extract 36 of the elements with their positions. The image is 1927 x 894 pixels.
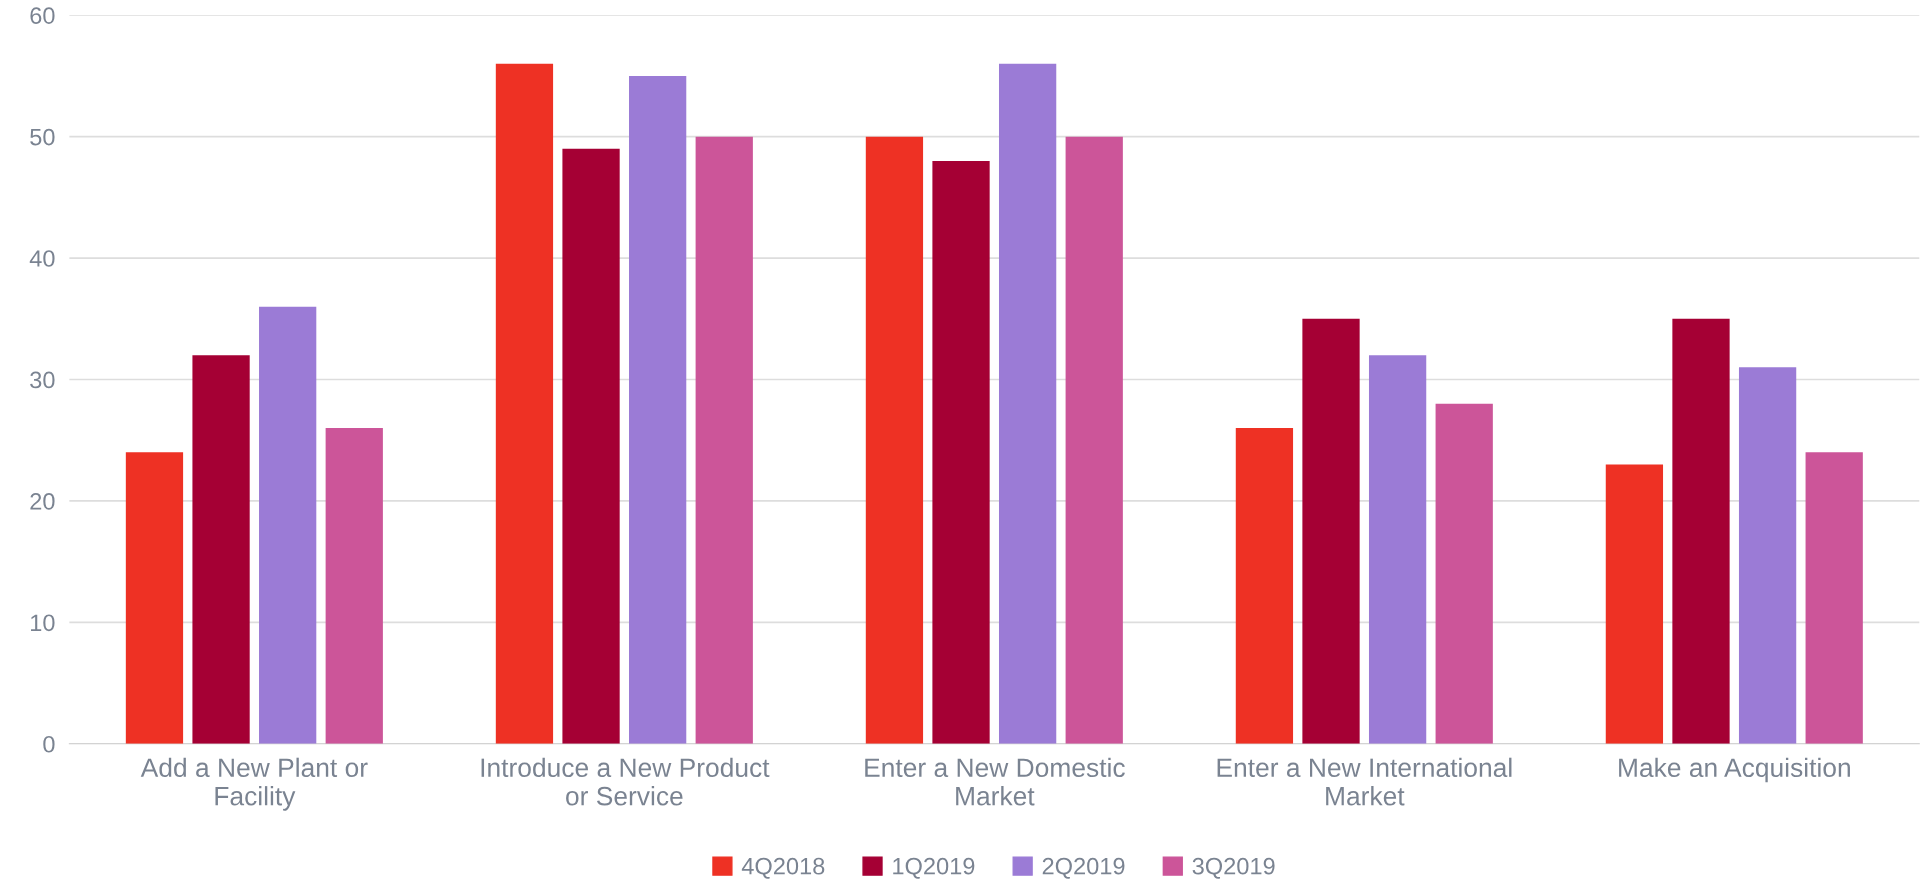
bar — [325, 428, 383, 744]
y-tick-label: 0 — [43, 735, 55, 753]
x-tick-label: Enter a New Domestic Market — [865, 757, 1125, 806]
bar — [629, 75, 687, 744]
y-tick-label: 30 — [30, 371, 55, 389]
legend-label: 3Q2019 — [1192, 857, 1275, 879]
x-tick-label: Add a New Plant or Facility — [140, 757, 368, 811]
y-tick-label: 20 — [30, 493, 55, 510]
bar — [1235, 428, 1294, 744]
x-tick-label: Make an Acquisition — [1619, 757, 1850, 783]
y-tick-label: 60 — [30, 7, 55, 24]
bar — [495, 63, 554, 744]
bar — [192, 355, 250, 744]
bar — [1738, 367, 1797, 744]
bar — [998, 63, 1057, 744]
bar — [259, 306, 317, 744]
legend-label: 2Q2019 — [1042, 857, 1125, 879]
bar — [865, 136, 924, 744]
bar — [695, 136, 753, 744]
legend-label: 4Q2018 — [741, 857, 825, 879]
bar — [932, 160, 990, 744]
bar — [1805, 452, 1863, 744]
bar — [1605, 464, 1664, 744]
bar — [1065, 136, 1123, 744]
bar — [125, 452, 184, 744]
bar — [1435, 403, 1493, 744]
y-tick-label: 50 — [30, 128, 55, 146]
bar — [1368, 355, 1427, 744]
x-tick-label: Introduce a New Product or Service — [481, 757, 770, 806]
bar — [1672, 318, 1730, 744]
y-tick-label: 40 — [29, 250, 55, 267]
bar — [1302, 318, 1360, 744]
y-tick-label: 10 — [31, 614, 55, 632]
legend-label: 1Q2019 — [893, 857, 975, 879]
x-tick-label: Enter a New International Market — [1217, 757, 1512, 806]
bar — [562, 148, 620, 744]
